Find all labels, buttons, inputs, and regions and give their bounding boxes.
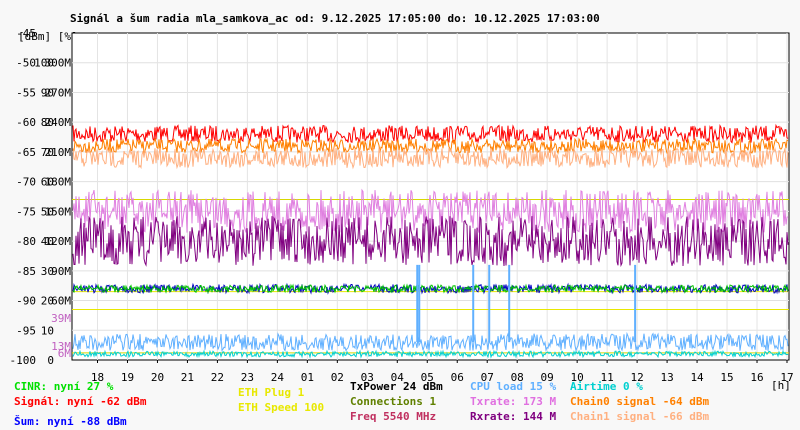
- x-tick-label: 23: [241, 371, 254, 384]
- x-tick-label: 03: [361, 371, 374, 384]
- series-line: [72, 123, 789, 145]
- y-tick-dbm: -50: [16, 57, 36, 70]
- x-tick-label: 16: [750, 371, 763, 384]
- x-tick-label: 22: [211, 371, 224, 384]
- x-tick-label: 01: [301, 371, 314, 384]
- legend-item: Rxrate: 144 M: [470, 410, 556, 423]
- legend-item: Freq 5540 MHz: [350, 410, 436, 423]
- y-tick-pct: 30: [41, 265, 54, 278]
- y-tick-dbm: -85: [16, 265, 36, 278]
- y-tick-dbm: -75: [16, 205, 36, 218]
- legend-item: CINR: nyní 27 %: [14, 380, 114, 393]
- legend-item: CPU load 15 %: [470, 380, 556, 393]
- x-tick-label: 10: [571, 371, 584, 384]
- series-line: [72, 188, 789, 234]
- x-axis: 18 19 20 21 22 23 24 01 02 03 04 05 06 07 08 09 10 11 12 13…: [91, 360, 794, 384]
- legend-item: ETH Plug 1: [238, 386, 305, 399]
- x-tick-label: 21: [181, 371, 194, 384]
- x-tick-label: 06: [451, 371, 464, 384]
- y-tick-rate: 210M: [45, 146, 72, 159]
- y-tick-dbm: -95: [16, 324, 36, 337]
- x-tick-label: 20: [151, 371, 164, 384]
- legend-item: Signál: nyní -62 dBm: [14, 395, 147, 408]
- legend-item: Airtime 0 %: [570, 380, 643, 393]
- y-tick-rate: 270M: [45, 86, 72, 99]
- legend-item: Šum: nyní -88 dBm: [14, 415, 127, 428]
- x-tick-label: 12: [630, 371, 643, 384]
- series-line: [72, 331, 789, 353]
- y-tick-rate: 90M: [51, 265, 71, 278]
- y-tick-dbm: -90: [16, 295, 36, 308]
- legend-item: ETH Speed 100: [238, 401, 324, 414]
- x-tick-label: 02: [331, 371, 344, 384]
- x-tick-label: 08: [511, 371, 524, 384]
- y-tick-pct: 90: [41, 86, 54, 99]
- y-tick-rate-extra: 13M: [51, 340, 71, 353]
- x-tick-label: 04: [391, 371, 405, 384]
- y-tick-pct: 100: [34, 57, 54, 70]
- y-tick-rate: 300M: [45, 57, 72, 70]
- x-tick-label: 17: [780, 371, 793, 384]
- y-tick-pct: 60: [41, 176, 54, 189]
- y-tick-dbm: -65: [16, 146, 36, 159]
- legend-item: Connections 1: [350, 395, 436, 408]
- x-tick-label: 09: [541, 371, 554, 384]
- legend-item: TxPower 24 dBm: [350, 380, 443, 393]
- x-tick-label: 24: [271, 371, 285, 384]
- y-tick-dbm: -45: [16, 27, 36, 40]
- series-line: [72, 146, 789, 170]
- x-tick-label: 13: [660, 371, 673, 384]
- series-line: [72, 349, 789, 359]
- y-tick-dbm: -70: [16, 176, 36, 189]
- x-tick-label: 18: [91, 371, 104, 384]
- y-tick-dbm: -60: [16, 116, 36, 129]
- y-tick-dbm: -80: [16, 235, 36, 248]
- x-tick-label: 19: [121, 371, 134, 384]
- y-tick-pct: 20: [41, 295, 54, 308]
- series-line: [72, 283, 789, 295]
- y-tick-dbm: -100: [10, 354, 37, 367]
- y-tick-rate: 240M: [45, 116, 72, 129]
- legend-item: Chain1 signal -66 dBm: [570, 410, 709, 423]
- y-tick-dbm: -55: [16, 86, 36, 99]
- x-unit-label: [h]: [771, 379, 791, 392]
- y-unit-label: [dBm] [%]: [18, 30, 78, 43]
- series-line: [72, 215, 789, 268]
- x-tick-label: 05: [421, 371, 434, 384]
- x-tick-label: 15: [720, 371, 733, 384]
- chart-title: Signál a šum radia mla_samkova_ac od: 9.…: [70, 12, 600, 25]
- y-tick-rate-extra: 39M: [51, 312, 71, 325]
- y-tick-pct: 10: [41, 324, 54, 337]
- x-tick-label: 11: [601, 371, 614, 384]
- y-tick-pct: 0: [47, 354, 54, 367]
- x-tick-label: 07: [481, 371, 494, 384]
- y-tick-pct: 50: [41, 205, 54, 218]
- y-tick-rate: 180M: [45, 176, 72, 189]
- y-tick-pct: 40: [41, 235, 54, 248]
- y-tick-rate: 60M: [51, 295, 71, 308]
- y-tick-pct: 80: [41, 116, 54, 129]
- legend: CINR: nyní 27 % Signál: nyní -62 dBm Šum: …: [14, 380, 709, 428]
- plot-area: [71, 32, 790, 361]
- y-tick-rate-extra: 6M: [58, 347, 72, 360]
- legend-item: Txrate: 173 M: [470, 395, 556, 408]
- y-tick-rate: 150M: [45, 205, 72, 218]
- y-tick-pct: 70: [41, 146, 54, 159]
- legend-item: Chain0 signal -64 dBm: [570, 395, 709, 408]
- y-tick-rate: 120M: [45, 235, 72, 248]
- x-tick-label: 14: [690, 371, 704, 384]
